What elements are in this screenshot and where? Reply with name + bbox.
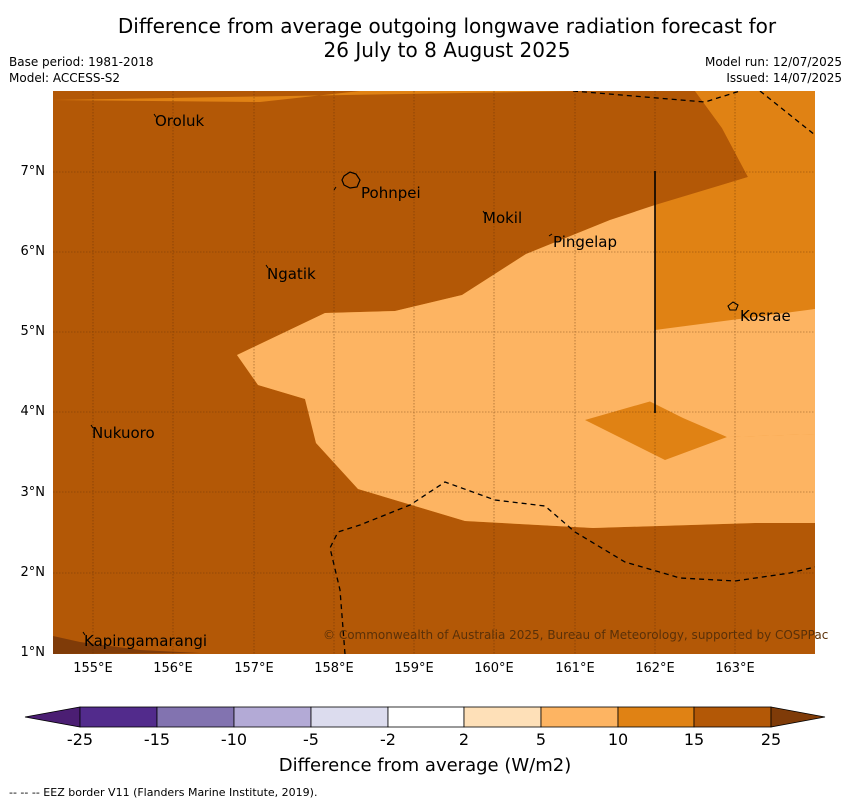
colorbar-tick-label: 15 bbox=[683, 730, 705, 749]
issued-date: Issued: 14/07/2025 bbox=[726, 71, 842, 85]
colorbar-tick-label: 25 bbox=[760, 730, 782, 749]
place-label-kapingamarangi: Kapingamarangi bbox=[84, 632, 208, 650]
colorbar-tick-label: 10 bbox=[607, 730, 629, 749]
colorbar-segment-7 bbox=[540, 706, 619, 728]
model-name: Model: ACCESS-S2 bbox=[9, 71, 121, 85]
lon-label-163e: 163°E bbox=[715, 661, 755, 676]
colorbar-tick-label: 5 bbox=[535, 730, 547, 749]
model-run: Model run: 12/07/2025 bbox=[704, 55, 842, 69]
colorbar-title: Difference from average (W/m2) bbox=[278, 755, 572, 776]
lon-label-155e: 155°E bbox=[73, 661, 113, 676]
lon-label-162e: 162°E bbox=[635, 661, 675, 676]
colorbar-segment-4 bbox=[310, 706, 389, 728]
region-10-15-top-left bbox=[53, 91, 580, 102]
lon-label-156e: 156°E bbox=[153, 661, 193, 676]
colorbar-tick-label: -5 bbox=[303, 730, 319, 749]
colorbar-segment-5 bbox=[387, 706, 465, 728]
title-line-2: 26 July to 8 August 2025 bbox=[323, 38, 571, 62]
lon-label-158e: 158°E bbox=[314, 661, 354, 676]
colorbar-tick-label: -2 bbox=[380, 730, 396, 749]
lat-label-7n: 7°N bbox=[20, 164, 46, 179]
grid-lines bbox=[53, 91, 815, 654]
lon-label-157e: 157°E bbox=[234, 661, 274, 676]
region-2-5-core bbox=[647, 309, 815, 437]
colorbar-tick-label: -25 bbox=[66, 730, 94, 749]
lat-label-4n: 4°N bbox=[20, 404, 46, 419]
place-label-pingelap: Pingelap bbox=[553, 233, 618, 251]
eez-borders bbox=[329, 91, 815, 654]
lat-label-6n: 6°N bbox=[20, 244, 46, 259]
colorbar-tick-label: -15 bbox=[143, 730, 171, 749]
lat-label-3n: 3°N bbox=[20, 485, 46, 500]
colorbar-segment-under bbox=[24, 706, 81, 728]
colorbar-tick-label: -10 bbox=[220, 730, 248, 749]
map-panel bbox=[53, 91, 815, 654]
lon-label-159e: 159°E bbox=[394, 661, 434, 676]
map-title: Difference from average outgoing longwav… bbox=[0, 14, 850, 62]
copyright-notice: © Commonwealth of Australia 2025, Bureau… bbox=[323, 628, 829, 642]
eez-footnote: -- -- -- EEZ border V11 (Flanders Marine… bbox=[9, 786, 318, 799]
place-label-kosrae: Kosrae bbox=[740, 307, 791, 325]
region-5-10 bbox=[237, 205, 815, 528]
meta-left: Base period: 1981-2018 Model: ACCESS-S2 bbox=[9, 54, 154, 86]
place-label-oroluk: Oroluk bbox=[155, 112, 205, 130]
place-label-mokil: Mokil bbox=[483, 209, 523, 227]
lon-label-161e: 161°E bbox=[555, 661, 595, 676]
colorbar-segment-3 bbox=[233, 706, 312, 728]
lat-label-2n: 2°N bbox=[20, 565, 46, 580]
place-label-ngatik: Ngatik bbox=[267, 265, 316, 283]
colorbar-segment-over bbox=[770, 706, 826, 728]
lat-label-5n: 5°N bbox=[20, 324, 46, 339]
place-label-nukuoro: Nukuoro bbox=[92, 424, 155, 442]
title-line-1: Difference from average outgoing longwav… bbox=[117, 14, 777, 38]
region-25-plus bbox=[53, 636, 200, 654]
lat-label-1n: 1°N bbox=[20, 645, 46, 660]
colorbar-segment-6 bbox=[463, 706, 542, 728]
colorbar-segment-1 bbox=[79, 706, 158, 728]
kosrae-island-outline bbox=[727, 301, 739, 311]
colorbar-tick-label: 2 bbox=[458, 730, 470, 749]
colorbar-segment-9 bbox=[693, 706, 772, 728]
meta-right: Model run: 12/07/2025 Issued: 14/07/2025 bbox=[705, 54, 842, 86]
colorbar bbox=[24, 706, 826, 728]
place-label-pohnpei: Pohnpei bbox=[361, 184, 421, 202]
colorbar-segment-8 bbox=[617, 706, 695, 728]
colorbar-segment-2 bbox=[156, 706, 235, 728]
atoll-markers bbox=[82, 113, 553, 636]
base-period: Base period: 1981-2018 bbox=[9, 55, 154, 69]
lon-label-160e: 160°E bbox=[474, 661, 514, 676]
pohnpei-island-outline bbox=[341, 171, 361, 189]
